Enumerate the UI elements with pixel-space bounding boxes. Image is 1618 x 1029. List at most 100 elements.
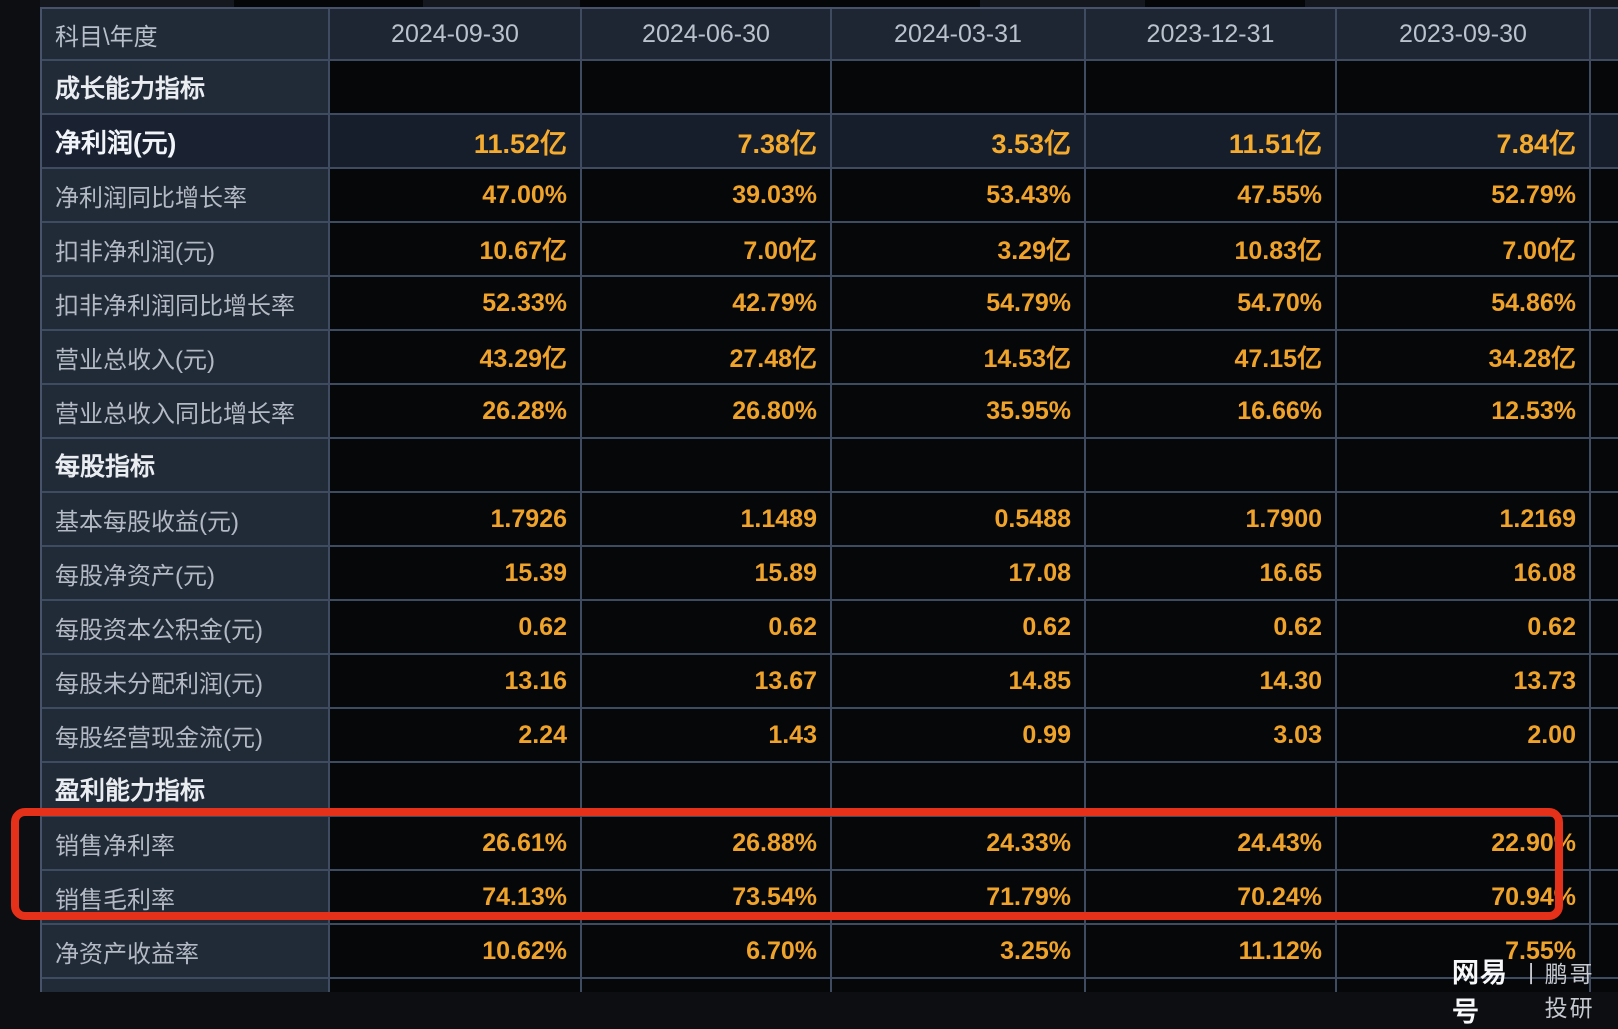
row-label-cell[interactable]: 基本每股收益(元) [42,493,328,545]
row-label-cell[interactable]: 每股净资产(元) [42,547,328,599]
value-cell[interactable]: 11.51亿 [1086,115,1335,167]
value-cell[interactable]: 2.00 [1337,709,1589,761]
value-cell[interactable]: 70.94% [1337,871,1589,923]
value-cell[interactable]: 0.62 [582,601,830,653]
value-cell[interactable]: 24.43% [1086,817,1335,869]
value-cell[interactable]: 54.70% [1086,277,1335,329]
clipped-column-cell [1591,61,1618,113]
clipped-column-cell [1591,763,1618,815]
value-cell[interactable]: 47.00% [330,169,580,221]
value-cell[interactable]: 15.39 [330,547,580,599]
value-cell[interactable]: 35.95% [832,385,1084,437]
value-cell[interactable]: 26.61% [330,817,580,869]
header-cell-date: 2024-03-31 [832,9,1084,59]
row-label-cell[interactable]: 净利润(元) [42,115,328,167]
watermark: 网易号 丨 鹏哥投研 [1452,951,1618,1029]
value-cell[interactable]: 54.79% [832,277,1084,329]
row-label-cell[interactable]: 每股未分配利润(元) [42,655,328,707]
value-cell[interactable]: 22.90% [1337,817,1589,869]
row-label-cell[interactable]: 营业总收入(元) [42,331,328,383]
value-cell[interactable]: 7.55% [1337,925,1589,977]
value-cell[interactable]: 42.79% [582,277,830,329]
value-cell [832,439,1084,491]
value-cell [1086,763,1335,815]
value-cell[interactable]: 27.48亿 [582,331,830,383]
row-label-cell[interactable]: 扣非净利润同比增长率 [42,277,328,329]
value-cell[interactable]: 2.24 [330,709,580,761]
value-cell[interactable]: 10.62% [330,925,580,977]
clipped-column-cell [1591,547,1618,599]
value-cell[interactable]: 7.00亿 [582,223,830,275]
financial-metrics-table: 科目\年度 2024-09-30 2024-06-30 2024-03-31 2023-… [40,7,1618,992]
row-label-cell[interactable]: 净资产收益率 [42,925,328,977]
value-cell[interactable]: 70.24% [1086,871,1335,923]
value-cell[interactable]: 26.88% [582,817,830,869]
value-cell[interactable]: 26.80% [582,385,830,437]
value-cell[interactable]: 7.00亿 [1337,223,1589,275]
value-cell[interactable]: 14.30 [1086,655,1335,707]
row-label-cell[interactable]: 每股经营现金流(元) [42,709,328,761]
value-cell[interactable]: 73.54% [582,871,830,923]
value-cell[interactable]: 14.85 [832,655,1084,707]
value-cell[interactable]: 0.99 [832,709,1084,761]
header-cell-date: 2024-06-30 [582,9,830,59]
row-label-cell[interactable]: 营业总收入同比增长率 [42,385,328,437]
value-cell[interactable]: 1.1489 [582,493,830,545]
row-label-cell[interactable]: 每股资本公积金(元) [42,601,328,653]
value-cell[interactable]: 16.65 [1086,547,1335,599]
value-cell[interactable]: 3.25% [832,925,1084,977]
value-cell[interactable]: 1.43 [582,709,830,761]
value-cell[interactable]: 3.29亿 [832,223,1084,275]
value-cell[interactable]: 71.79% [832,871,1084,923]
value-cell [582,979,830,992]
value-cell [582,439,830,491]
value-cell[interactable]: 13.16 [330,655,580,707]
value-cell[interactable]: 0.62 [832,601,1084,653]
value-cell[interactable]: 1.7900 [1086,493,1335,545]
value-cell[interactable]: 16.66% [1086,385,1335,437]
value-cell[interactable]: 10.67亿 [330,223,580,275]
value-cell[interactable]: 0.5488 [832,493,1084,545]
value-cell[interactable]: 14.53亿 [832,331,1084,383]
value-cell[interactable]: 54.86% [1337,277,1589,329]
row-label-cell[interactable]: 销售净利率 [42,817,328,869]
value-cell[interactable]: 0.62 [1086,601,1335,653]
value-cell[interactable]: 17.08 [832,547,1084,599]
value-cell[interactable]: 0.62 [1337,601,1589,653]
value-cell[interactable]: 47.55% [1086,169,1335,221]
value-cell[interactable]: 52.33% [330,277,580,329]
value-cell[interactable]: 24.33% [832,817,1084,869]
value-cell[interactable]: 34.28亿 [1337,331,1589,383]
value-cell[interactable]: 53.43% [832,169,1084,221]
value-cell[interactable]: 39.03% [582,169,830,221]
value-cell [1337,979,1589,992]
value-cell[interactable]: 1.7926 [330,493,580,545]
value-cell[interactable]: 0.62 [330,601,580,653]
row-label-cell[interactable]: 净利润同比增长率 [42,169,328,221]
value-cell[interactable]: 13.67 [582,655,830,707]
value-cell[interactable]: 1.2169 [1337,493,1589,545]
value-cell[interactable]: 26.28% [330,385,580,437]
value-cell[interactable]: 10.83亿 [1086,223,1335,275]
value-cell[interactable]: 15.89 [582,547,830,599]
value-cell[interactable]: 3.03 [1086,709,1335,761]
clipped-column-cell [1591,385,1618,437]
value-cell[interactable]: 12.53% [1337,385,1589,437]
value-cell[interactable]: 43.29亿 [330,331,580,383]
clipped-column-cell [1591,601,1618,653]
value-cell [1337,61,1589,113]
value-cell[interactable]: 47.15亿 [1086,331,1335,383]
row-label-cell[interactable]: 扣非净利润(元) [42,223,328,275]
value-cell[interactable]: 74.13% [330,871,580,923]
row-label-cell[interactable]: 销售毛利率 [42,871,328,923]
value-cell[interactable]: 52.79% [1337,169,1589,221]
clipped-column-cell [1591,331,1618,383]
value-cell[interactable]: 11.12% [1086,925,1335,977]
value-cell[interactable]: 7.84亿 [1337,115,1589,167]
value-cell[interactable]: 7.38亿 [582,115,830,167]
value-cell[interactable]: 16.08 [1337,547,1589,599]
value-cell[interactable]: 3.53亿 [832,115,1084,167]
value-cell[interactable]: 11.52亿 [330,115,580,167]
value-cell[interactable]: 13.73 [1337,655,1589,707]
value-cell[interactable]: 6.70% [582,925,830,977]
